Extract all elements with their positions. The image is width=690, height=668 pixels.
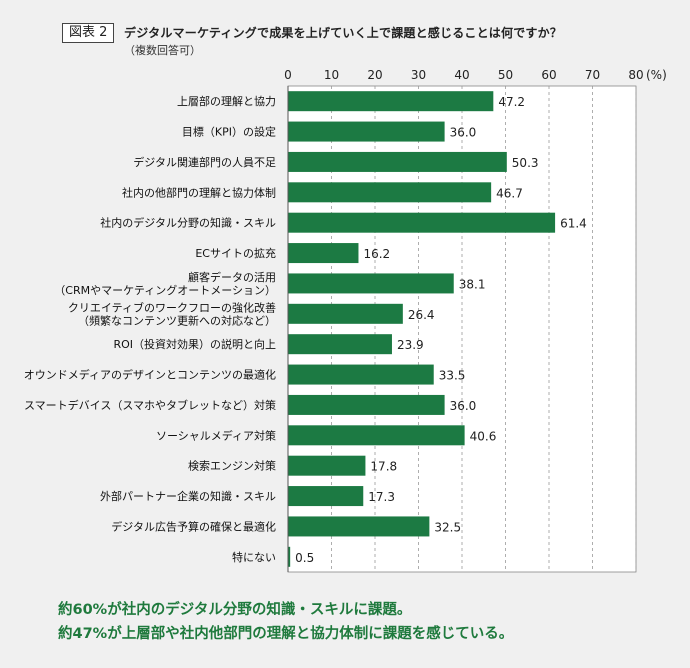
category-label: 特にない bbox=[232, 550, 276, 564]
bar bbox=[288, 516, 430, 537]
category-label: （CRMやマーケティングオートメーション） bbox=[54, 283, 276, 297]
bar bbox=[288, 546, 291, 567]
value-label: 47.2 bbox=[498, 95, 525, 109]
x-tick-label: 0 bbox=[284, 68, 292, 82]
category-label: 外部パートナー企業の知識・スキル bbox=[100, 489, 276, 503]
x-axis-ticks: 0 10 20 30 40 50 60 70 80 (%) bbox=[284, 68, 667, 82]
x-tick-label: 10 bbox=[324, 68, 339, 82]
bars bbox=[288, 91, 556, 567]
x-tick-label: 70 bbox=[585, 68, 600, 82]
value-label: 23.9 bbox=[397, 338, 424, 352]
bar bbox=[288, 151, 507, 172]
conclusion: 約60%が社内のデジタル分野の知識・スキルに課題。 約47%が上層部や社内他部門… bbox=[58, 598, 513, 646]
category-label: （頻繁なコンテンツ更新への対応など） bbox=[78, 313, 276, 327]
category-labels: 上層部の理解と協力目標（KPI）の設定デジタル関連部門の人員不足社内の他部門の理… bbox=[24, 94, 276, 564]
category-label: オウンドメディアのデザインとコンテンツの最適化 bbox=[24, 368, 276, 382]
bar bbox=[288, 486, 364, 507]
category-label: 顧客データの活用 bbox=[188, 270, 276, 284]
x-tick-label: 80 bbox=[628, 68, 643, 82]
bar bbox=[288, 121, 445, 142]
value-label: 46.7 bbox=[496, 186, 523, 200]
category-label: デジタル関連部門の人員不足 bbox=[133, 155, 276, 169]
value-label: 32.5 bbox=[434, 520, 461, 534]
value-label: 36.0 bbox=[450, 126, 477, 140]
value-label: 17.8 bbox=[370, 460, 397, 474]
value-label: 36.0 bbox=[450, 399, 477, 413]
bar bbox=[288, 243, 359, 264]
value-label: 16.2 bbox=[363, 247, 390, 261]
bar-chart: 0 10 20 30 40 50 60 70 80 (%) 上層部の理解と協力目標（KPI）の設定… bbox=[24, 68, 667, 573]
category-label: クリエイティブのワークフローの強化改善 bbox=[68, 300, 276, 314]
category-label: ROI（投資対効果）の説明と向上 bbox=[113, 337, 276, 351]
value-label: 50.3 bbox=[512, 156, 539, 170]
bar bbox=[288, 364, 434, 385]
figure-label: 図表 2 bbox=[62, 23, 115, 43]
bar bbox=[288, 182, 492, 203]
category-label: 目標（KPI）の設定 bbox=[182, 125, 276, 139]
category-label: デジタル広告予算の確保と最適化 bbox=[111, 519, 276, 533]
x-tick-label: 40 bbox=[454, 68, 469, 82]
category-label: 上層部の理解と協力 bbox=[177, 94, 276, 108]
conclusion-line-1: 約60%が社内のデジタル分野の知識・スキルに課題。 bbox=[58, 602, 412, 618]
value-label: 26.4 bbox=[408, 308, 435, 322]
bar bbox=[288, 91, 494, 112]
x-tick-label: 30 bbox=[411, 68, 426, 82]
category-label: 社内のデジタル分野の知識・スキル bbox=[100, 216, 276, 230]
value-label: 61.4 bbox=[560, 217, 587, 231]
value-label: 17.3 bbox=[368, 490, 395, 504]
chart-title: デジタルマーケティングで成果を上げていく上で課題と感じることは何ですか？ bbox=[124, 26, 563, 40]
bar bbox=[288, 425, 465, 446]
category-label: ECサイトの拡充 bbox=[195, 246, 276, 260]
bar bbox=[288, 334, 392, 355]
bar bbox=[288, 394, 445, 415]
category-label: スマートデバイス（スマホやタブレットなど）対策 bbox=[24, 398, 276, 412]
x-unit-label: (%) bbox=[646, 68, 667, 82]
category-label: ソーシャルメディア対策 bbox=[156, 428, 276, 442]
value-label: 33.5 bbox=[439, 369, 466, 383]
category-label: 社内の他部門の理解と協力体制 bbox=[122, 185, 276, 199]
x-tick-label: 20 bbox=[367, 68, 382, 82]
chart-subtitle: （複数回答可） bbox=[124, 44, 201, 57]
value-label: 0.5 bbox=[295, 551, 314, 565]
bar bbox=[288, 303, 403, 324]
value-label: 38.1 bbox=[459, 277, 486, 291]
category-label: 検索エンジン対策 bbox=[188, 459, 276, 473]
conclusion-line-2: 約47%が上層部や社内他部門の理解と協力体制に課題を感じている。 bbox=[58, 626, 514, 642]
bar bbox=[288, 273, 454, 294]
value-label: 40.6 bbox=[470, 429, 497, 443]
x-tick-label: 60 bbox=[541, 68, 556, 82]
x-tick-label: 50 bbox=[498, 68, 513, 82]
bar bbox=[288, 455, 366, 476]
value-labels: 47.2 36.0 50.3 46.7 61.4 16.2 38.1 26.4 23.9 33.5… bbox=[295, 95, 587, 565]
bar bbox=[288, 212, 556, 233]
